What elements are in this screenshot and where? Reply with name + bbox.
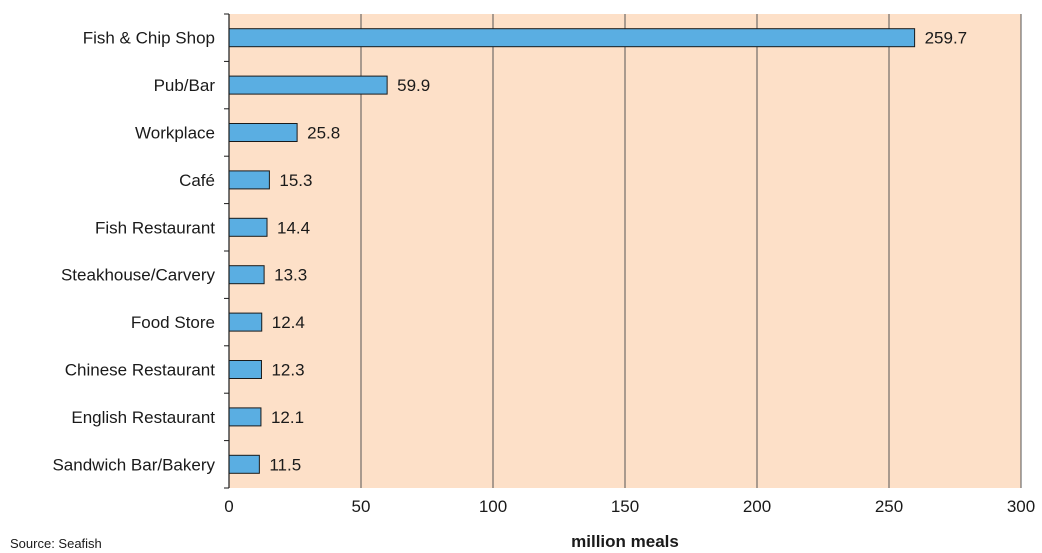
value-labels: 259.7 59.9 25.8 15.3 14.4 13.3 12.4 12.3 12.1 11.… xyxy=(269,29,967,475)
x-tick-label: 0 xyxy=(224,497,233,516)
category-label: Food Store xyxy=(131,313,215,332)
y-axis-ticks xyxy=(224,13,229,489)
category-label: Fish & Chip Shop xyxy=(83,29,215,48)
x-tick-label: 250 xyxy=(875,497,903,516)
value-label: 15.3 xyxy=(279,171,312,190)
value-label: 12.3 xyxy=(271,361,304,380)
bar xyxy=(228,454,260,474)
bar xyxy=(228,170,270,190)
value-label: 59.9 xyxy=(397,76,430,95)
bar xyxy=(228,360,262,379)
x-tick-label: 300 xyxy=(1007,497,1035,516)
bar xyxy=(228,217,268,237)
category-label: Chinese Restaurant xyxy=(65,361,216,380)
bar xyxy=(228,407,262,427)
x-tick-label: 200 xyxy=(743,497,771,516)
source-note: Source: Seafish xyxy=(10,536,102,551)
x-tick-labels: 0 50 100 150 200 250 300 xyxy=(224,497,1035,516)
category-label: Café xyxy=(179,171,215,190)
category-label: English Restaurant xyxy=(71,408,215,427)
value-label: 259.7 xyxy=(925,29,968,48)
value-label: 12.4 xyxy=(272,313,305,332)
value-label: 25.8 xyxy=(307,124,340,143)
value-label: 12.1 xyxy=(271,408,304,427)
bar xyxy=(228,312,263,332)
category-label: Fish Restaurant xyxy=(95,218,215,237)
value-label: 14.4 xyxy=(277,218,310,237)
x-tick-label: 50 xyxy=(352,497,371,516)
x-axis-title: million meals xyxy=(571,532,679,551)
bar xyxy=(228,75,388,95)
bar xyxy=(228,123,298,142)
category-label: Workplace xyxy=(135,124,215,143)
category-label: Steakhouse/Carvery xyxy=(61,266,216,285)
category-labels: Fish & Chip Shop Pub/Bar Workplace Café Fish… xyxy=(52,29,215,475)
category-label: Pub/Bar xyxy=(154,76,216,95)
x-tick-label: 100 xyxy=(479,497,507,516)
bar xyxy=(228,28,916,48)
bar xyxy=(228,265,265,285)
category-label: Sandwich Bar/Bakery xyxy=(52,455,215,474)
value-label: 13.3 xyxy=(274,266,307,285)
x-tick-label: 150 xyxy=(611,497,639,516)
value-label: 11.5 xyxy=(269,455,301,474)
